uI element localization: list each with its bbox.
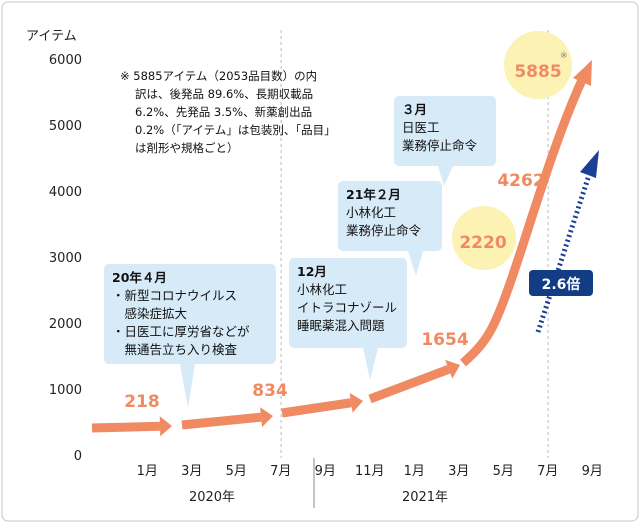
callout-line-0-0: 20年４月 xyxy=(112,270,167,285)
callout-line-2-0: 21年２月 xyxy=(346,187,401,202)
callout-tail-0 xyxy=(180,364,195,408)
growth-dotted-arrow xyxy=(535,171,593,333)
note-line-0: ※ 5885アイテム（2053品目数）の内 xyxy=(120,69,317,83)
y-axis: 0 1000 2000 3000 4000 5000 6000 xyxy=(49,53,82,464)
callout-line-1-1: 小林化工 xyxy=(297,282,347,297)
callout-line-2-2: 業務停止命令 xyxy=(346,223,422,238)
x-tick-label-7: 3月 xyxy=(448,464,469,479)
y-tick-label-5: 5000 xyxy=(49,119,82,134)
callout-line-1-0: 12月 xyxy=(297,264,327,279)
y-tick-label-3: 3000 xyxy=(49,251,82,266)
x-tick-label-5: 11月 xyxy=(355,464,385,479)
arrow-shaft-1 xyxy=(181,412,262,430)
arrow-head-3 xyxy=(445,359,460,379)
year-label-2021: 2021年 xyxy=(402,490,448,505)
callout-tail-1 xyxy=(363,348,378,380)
x-axis: 1月 3月 5月 7月 9月 11月 1月 3月 5月 7月 9月 2020年 2021年 xyxy=(137,464,603,505)
callout-line-0-4: 無通告立ち入り検査 xyxy=(112,342,238,357)
arrow-shaft-2 xyxy=(281,398,352,418)
arrow-head-surge xyxy=(573,60,592,86)
x-tick-label-3: 7月 xyxy=(270,464,291,479)
callout-tail-2 xyxy=(408,251,423,276)
bubble-2220 xyxy=(452,206,516,270)
y-axis-label: アイテム xyxy=(26,29,77,44)
x-tick-label-0: 1月 xyxy=(137,464,158,479)
value-label-4262: 4262 xyxy=(497,171,544,191)
arrow-head-1 xyxy=(260,407,273,428)
arrow-head-2 xyxy=(349,392,363,413)
callout-line-0-2: 感染症拡大 xyxy=(112,306,187,321)
growth-indicator: 2.6倍 xyxy=(529,150,599,333)
growth-badge-box xyxy=(529,270,593,296)
x-tick-label-6: 1月 xyxy=(404,464,425,479)
callout-box-2 xyxy=(338,181,442,251)
value-labels: 218 834 1654 2220 4262 5885※ xyxy=(124,51,567,412)
callout-box-0 xyxy=(104,264,276,364)
value-label-5885: 5885 xyxy=(514,62,561,82)
callout-tail-3 xyxy=(438,166,453,186)
note-line-2: 6.2%、先発品 3.5%、新薬創出品 xyxy=(135,105,312,119)
year-label-2020: 2020年 xyxy=(189,490,235,505)
x-tick-label-2: 5月 xyxy=(226,464,247,479)
note-line-1: 訳は、後発品 89.6%、長期収載品 xyxy=(135,87,313,101)
arrow-shaft-0 xyxy=(91,421,161,433)
highlight-bubbles xyxy=(452,31,572,270)
y-tick-label-4: 4000 xyxy=(49,185,82,200)
note-line-4: は剤形や規格ごと） xyxy=(135,141,239,155)
growth-badge-label: 2.6倍 xyxy=(542,276,581,293)
callout-line-1-2: イトラコナゾール xyxy=(297,300,397,315)
callout-line-3-1: 日医工 xyxy=(402,120,440,135)
value-label-218: 218 xyxy=(124,392,160,412)
x-tick-label-10: 9月 xyxy=(582,464,603,479)
callout-line-1-3: 睡眠薬混入問題 xyxy=(297,318,385,333)
arrow-head-0 xyxy=(159,416,172,437)
callout-box-1 xyxy=(289,258,407,348)
value-label-2220: 2220 xyxy=(459,233,506,253)
arrow-shaft-3 xyxy=(368,365,451,404)
growth-arrow-head xyxy=(580,150,599,178)
note-mark-5885: ※ xyxy=(560,51,568,61)
callout-line-3-2: 業務停止命令 xyxy=(402,138,478,153)
gridlines xyxy=(280,30,549,508)
bubble-5885 xyxy=(504,31,572,99)
callout-line-0-3: ・日医工に厚労省などが xyxy=(112,324,250,339)
y-tick-label-6: 6000 xyxy=(49,53,82,68)
x-tick-label-1: 3月 xyxy=(181,464,202,479)
value-label-834: 834 xyxy=(252,381,288,401)
y-tick-label-0: 0 xyxy=(74,449,82,464)
callout-box-3 xyxy=(394,96,496,166)
value-label-1654: 1654 xyxy=(421,330,468,350)
x-tick-label-4: 9月 xyxy=(315,464,336,479)
x-tick-label-8: 5月 xyxy=(493,464,514,479)
callout-line-3-0: ３月 xyxy=(402,102,427,117)
y-tick-label-1: 1000 xyxy=(49,383,82,398)
note-line-3: 0.2%（「アイテム」は包装別、「品目」 xyxy=(135,123,336,137)
callout-line-0-1: ・新型コロナウイルス xyxy=(112,288,237,303)
x-tick-label-9: 7月 xyxy=(537,464,558,479)
callouts: 20年４月・新型コロナウイルス 感染症拡大・日医工に厚労省などが 無通告立ち入り… xyxy=(104,96,496,408)
y-tick-label-2: 2000 xyxy=(49,317,82,332)
arrow-shaft-surge xyxy=(460,76,588,367)
callout-line-2-1: 小林化工 xyxy=(346,205,396,220)
trend-arrows xyxy=(91,60,592,437)
